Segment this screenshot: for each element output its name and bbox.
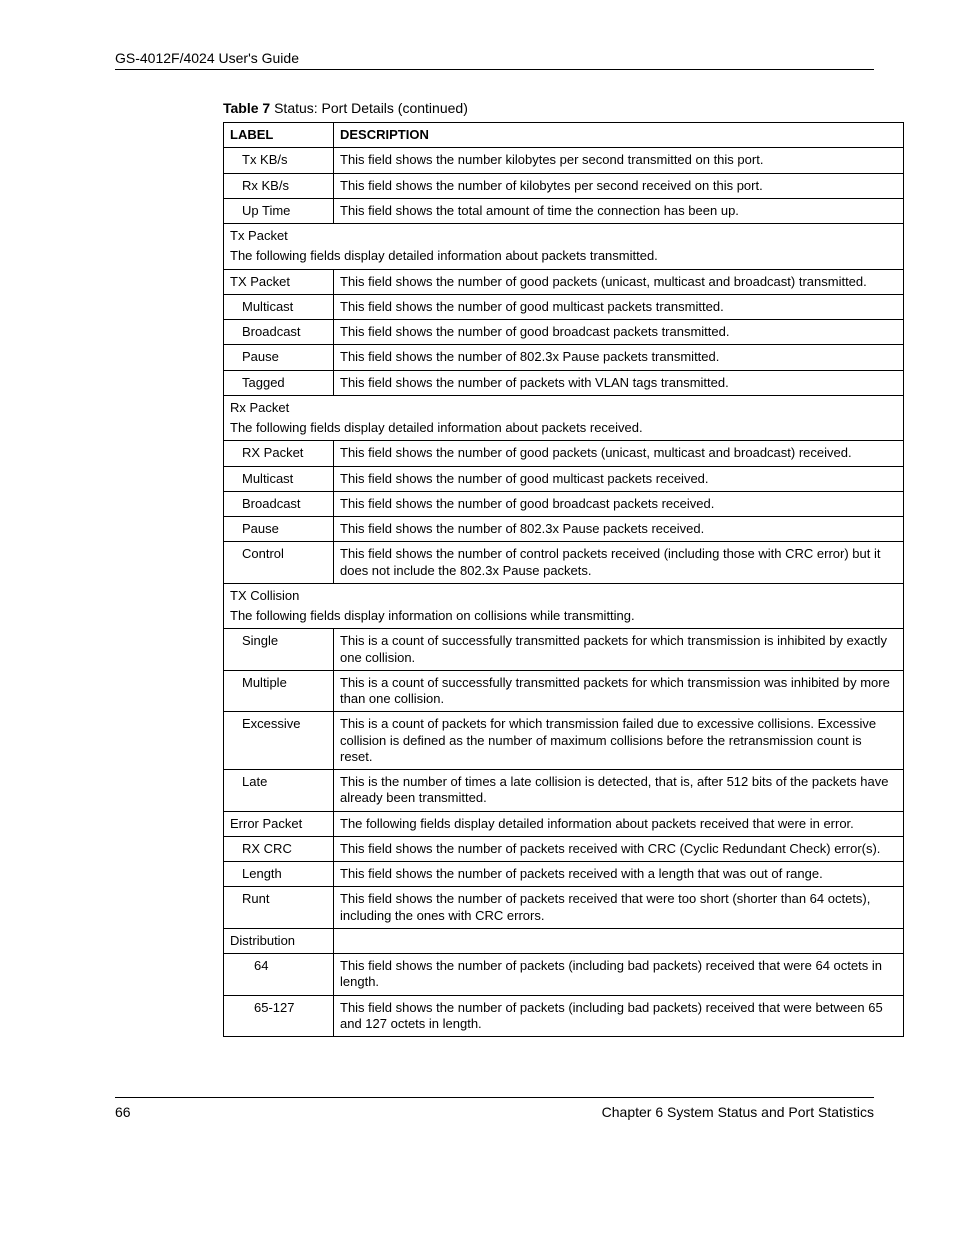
row-desc: This field shows the number of good mult…	[334, 466, 904, 491]
col-label: LABEL	[224, 123, 334, 148]
row-label: TX Packet	[224, 269, 334, 294]
running-header: GS-4012F/4024 User's Guide	[115, 50, 874, 66]
row-desc: This field shows the number of packets r…	[334, 887, 904, 929]
table-row: MultipleThis is a count of successfully …	[224, 670, 904, 712]
port-details-table: LABEL DESCRIPTION Tx KB/sThis field show…	[223, 122, 904, 1037]
row-desc: This field shows the number of 802.3x Pa…	[334, 345, 904, 370]
row-desc: This field shows the number of packets (…	[334, 995, 904, 1037]
row-desc: This is a count of packets for which tra…	[334, 712, 904, 770]
section-subtitle: The following fields display information…	[230, 608, 897, 624]
page-number: 66	[115, 1104, 131, 1120]
row-label: Pause	[224, 517, 334, 542]
row-label: Control	[224, 542, 334, 584]
row-desc: This field shows the number of packets w…	[334, 370, 904, 395]
row-desc: This field shows the number of packets (…	[334, 954, 904, 996]
table-row: ExcessiveThis is a count of packets for …	[224, 712, 904, 770]
row-label: Length	[224, 862, 334, 887]
col-desc: DESCRIPTION	[334, 123, 904, 148]
table-row: TaggedThis field shows the number of pac…	[224, 370, 904, 395]
table-row: MulticastThis field shows the number of …	[224, 294, 904, 319]
table-section-row: TX Collision The following fields displa…	[224, 583, 904, 629]
row-desc: This is a count of successfully transmit…	[334, 670, 904, 712]
caption-rest: Status: Port Details (continued)	[270, 100, 468, 116]
table-row: BroadcastThis field shows the number of …	[224, 320, 904, 345]
caption-prefix: Table 7	[223, 100, 270, 116]
table-caption: Table 7 Status: Port Details (continued)	[223, 100, 874, 116]
table-row: LateThis is the number of times a late c…	[224, 770, 904, 812]
row-label: Tagged	[224, 370, 334, 395]
row-label: Distribution	[224, 928, 334, 953]
row-desc: This field shows the number of packets r…	[334, 862, 904, 887]
header-rule	[115, 69, 874, 70]
table-row: 64This field shows the number of packets…	[224, 954, 904, 996]
page-footer: 66 Chapter 6 System Status and Port Stat…	[115, 1097, 874, 1120]
table-row: ControlThis field shows the number of co…	[224, 542, 904, 584]
row-label: Excessive	[224, 712, 334, 770]
row-label: Broadcast	[224, 491, 334, 516]
section-subtitle: The following fields display detailed in…	[230, 248, 897, 264]
row-desc: This is a count of successfully transmit…	[334, 629, 904, 671]
row-label: Single	[224, 629, 334, 671]
row-label: Rx KB/s	[224, 173, 334, 198]
section-subtitle: The following fields display detailed in…	[230, 420, 897, 436]
row-label: Multicast	[224, 466, 334, 491]
section-cell: Rx Packet The following fields display d…	[224, 395, 904, 441]
section-title: Tx Packet	[230, 228, 897, 244]
chapter-title: Chapter 6 System Status and Port Statist…	[602, 1104, 874, 1120]
row-label: Error Packet	[224, 811, 334, 836]
row-label: Multiple	[224, 670, 334, 712]
row-desc	[334, 928, 904, 953]
page-container: GS-4012F/4024 User's Guide Table 7 Statu…	[0, 0, 954, 1160]
table-row: Distribution	[224, 928, 904, 953]
section-title: Rx Packet	[230, 400, 897, 416]
row-desc: This field shows the number of good broa…	[334, 320, 904, 345]
row-desc: This field shows the number of control p…	[334, 542, 904, 584]
table-row: PauseThis field shows the number of 802.…	[224, 517, 904, 542]
row-label: Multicast	[224, 294, 334, 319]
section-cell: Tx Packet The following fields display d…	[224, 224, 904, 270]
section-cell: TX Collision The following fields displa…	[224, 583, 904, 629]
row-desc: This field shows the number of 802.3x Pa…	[334, 517, 904, 542]
row-label: Pause	[224, 345, 334, 370]
footer-rule	[115, 1097, 874, 1098]
row-label: 64	[224, 954, 334, 996]
row-desc: This field shows the total amount of tim…	[334, 198, 904, 223]
table-section-row: Tx Packet The following fields display d…	[224, 224, 904, 270]
table-row: RX PacketThis field shows the number of …	[224, 441, 904, 466]
row-label: Broadcast	[224, 320, 334, 345]
table-row: TX PacketThis field shows the number of …	[224, 269, 904, 294]
row-label: 65-127	[224, 995, 334, 1037]
row-desc: This is the number of times a late colli…	[334, 770, 904, 812]
table-row: Up TimeThis field shows the total amount…	[224, 198, 904, 223]
table-row: Tx KB/sThis field shows the number kilob…	[224, 148, 904, 173]
table-row: BroadcastThis field shows the number of …	[224, 491, 904, 516]
table-row: Rx KB/sThis field shows the number of ki…	[224, 173, 904, 198]
table-header-row: LABEL DESCRIPTION	[224, 123, 904, 148]
table-row: Error PacketThe following fields display…	[224, 811, 904, 836]
row-desc: This field shows the number of good pack…	[334, 441, 904, 466]
row-label: Runt	[224, 887, 334, 929]
row-desc: The following fields display detailed in…	[334, 811, 904, 836]
row-label: Up Time	[224, 198, 334, 223]
table-row: RuntThis field shows the number of packe…	[224, 887, 904, 929]
row-desc: This field shows the number of kilobytes…	[334, 173, 904, 198]
row-desc: This field shows the number of packets r…	[334, 836, 904, 861]
row-label: RX CRC	[224, 836, 334, 861]
row-desc: This field shows the number kilobytes pe…	[334, 148, 904, 173]
row-desc: This field shows the number of good broa…	[334, 491, 904, 516]
table-row: SingleThis is a count of successfully tr…	[224, 629, 904, 671]
table-section-row: Rx Packet The following fields display d…	[224, 395, 904, 441]
row-desc: This field shows the number of good pack…	[334, 269, 904, 294]
table-row: LengthThis field shows the number of pac…	[224, 862, 904, 887]
table-row: PauseThis field shows the number of 802.…	[224, 345, 904, 370]
row-label: RX Packet	[224, 441, 334, 466]
row-label: Tx KB/s	[224, 148, 334, 173]
row-label: Late	[224, 770, 334, 812]
table-row: 65-127This field shows the number of pac…	[224, 995, 904, 1037]
section-title: TX Collision	[230, 588, 897, 604]
row-desc: This field shows the number of good mult…	[334, 294, 904, 319]
table-row: RX CRCThis field shows the number of pac…	[224, 836, 904, 861]
table-row: MulticastThis field shows the number of …	[224, 466, 904, 491]
